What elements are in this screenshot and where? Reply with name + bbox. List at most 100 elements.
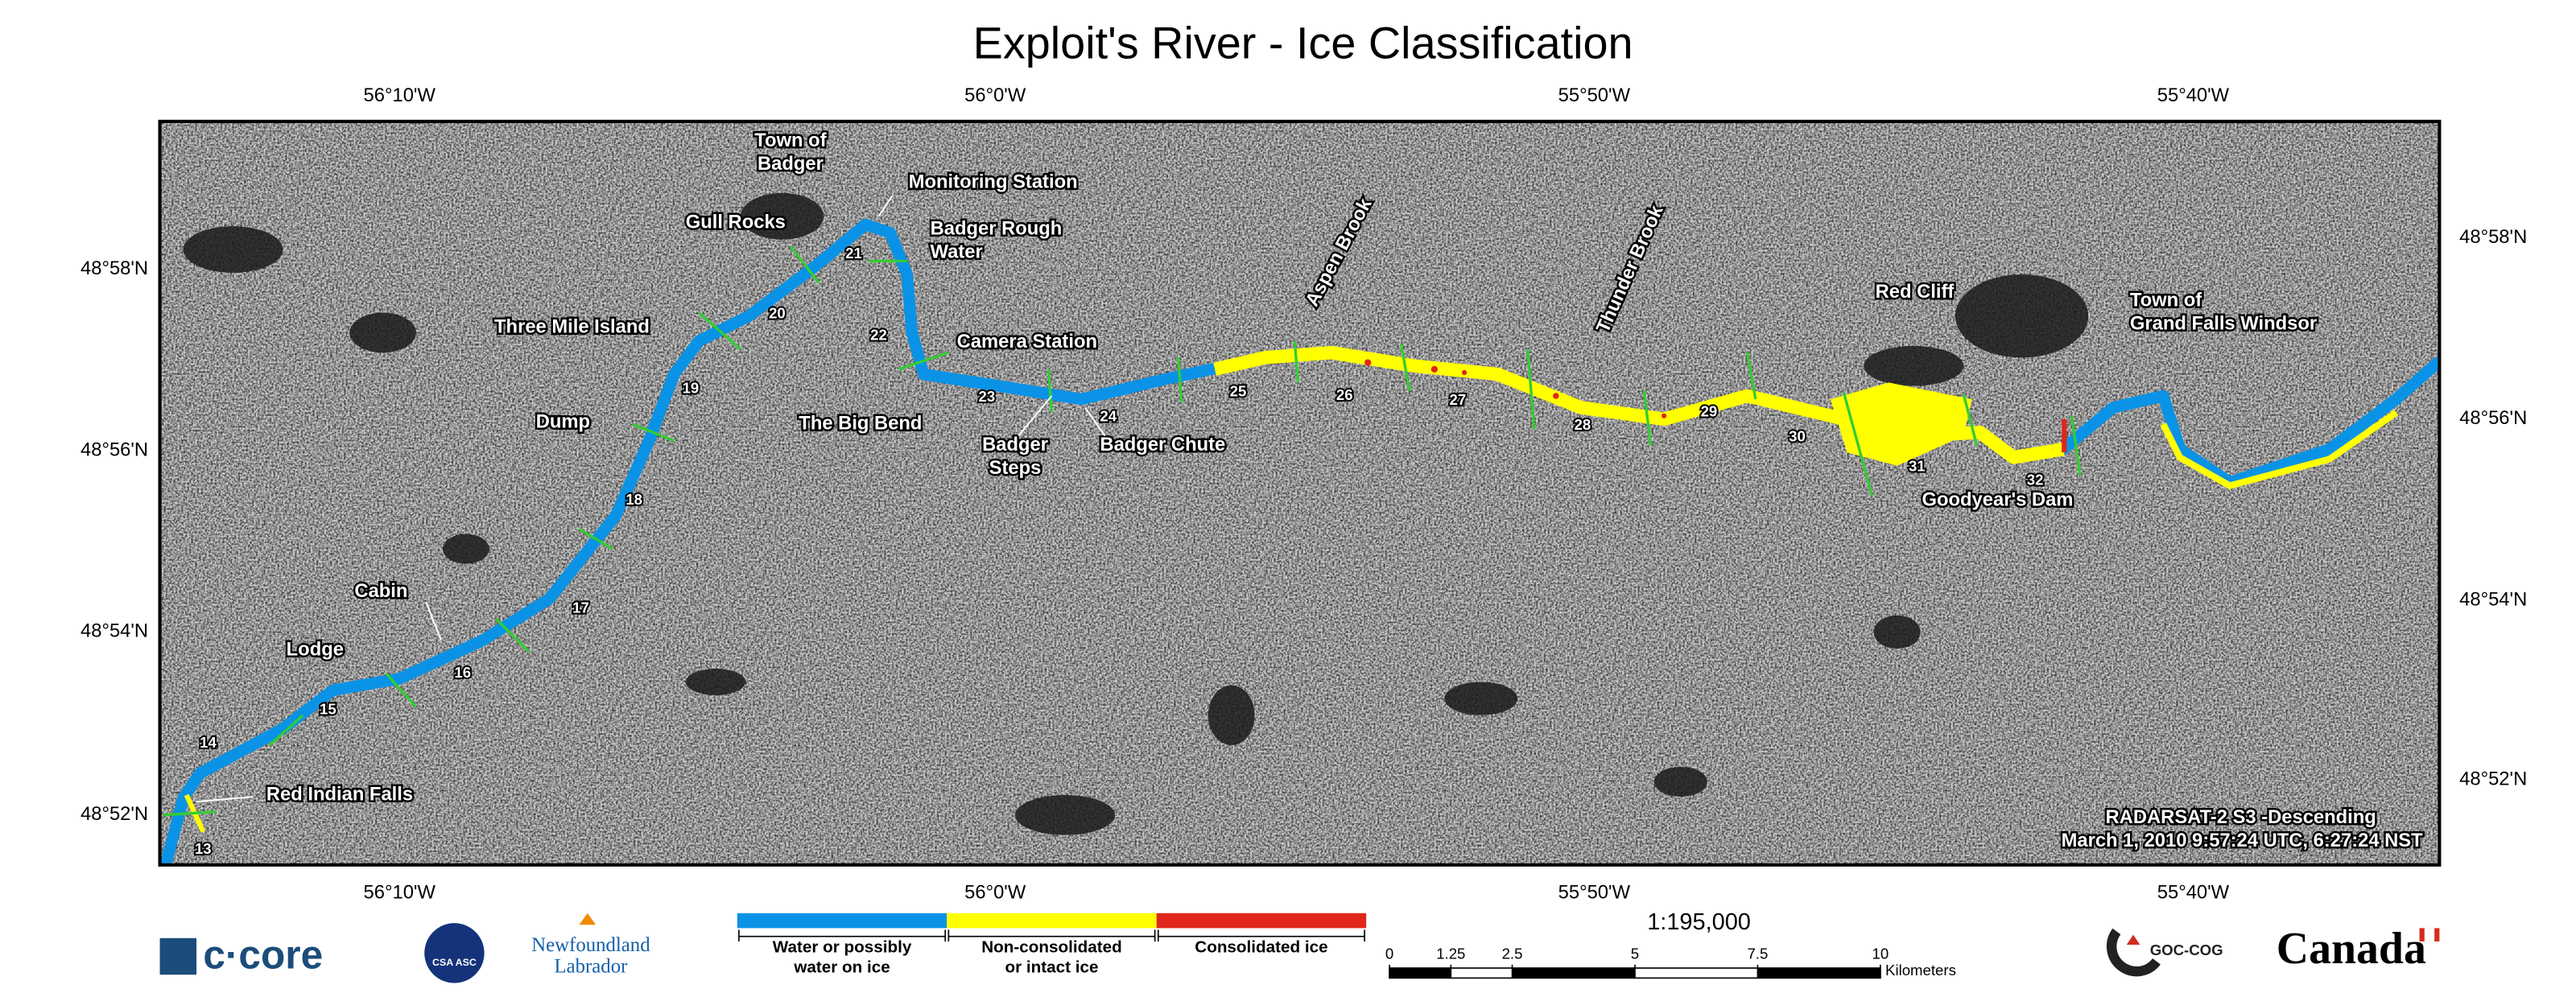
ice-jam [2160,410,2398,489]
legend-label: Water or possibly [773,938,912,957]
place-label: Dump [536,410,590,432]
section-lines [163,245,2082,817]
longitude-label: 55°50'W [1558,84,1631,106]
longitude-label: 55°40'W [2157,881,2230,903]
place-label: Camera Station [957,331,1097,352]
section-number: 20 [769,305,786,322]
river-ice [1213,345,2065,464]
latitude-label: 48°56'N [80,439,148,460]
ice-jam [1830,382,1972,466]
section-number: 13 [195,840,212,857]
goc-logo: GOC-COG [2150,941,2223,958]
latitude-label: 48°58'N [80,258,148,279]
section-number: 16 [454,664,471,681]
cross-section [1842,392,1874,496]
goc-leaf [2126,934,2140,946]
place-label: Gull Rocks [686,211,786,233]
longitude-label: 56°0'W [964,881,1026,903]
place-label: Badger [758,153,824,175]
place-label: Lodge [287,638,344,660]
section-number: 27 [1449,391,1466,408]
acquisition-info: March 1, 2010 9:57:24 UTC, 6:27:24 NST [2062,830,2424,851]
legend-label: Consolidated ice [1195,938,1327,957]
map-title: Exploit's River - Ice Classification [973,18,1633,68]
place-label: Red Indian Falls [266,783,413,805]
latitude-label: 48°54'N [2459,588,2527,610]
longitude-label: 55°40'W [2157,84,2230,106]
section-number: 17 [572,599,589,616]
cross-section [1962,393,1979,447]
scale-ratio: 1:195,000 [1647,909,1751,935]
scale-segment [1757,967,1880,979]
legend-label: Non-consolidated [981,938,1121,957]
section-number: 14 [200,734,217,751]
cross-section [631,422,675,443]
section-number: 25 [1230,383,1247,400]
canada-flag [2424,928,2435,941]
cross-section [385,673,418,708]
place-label: Three Mile Island [494,315,650,337]
legend-label: or intact ice [1005,958,1099,976]
section-numbers: 13 14 15 16 17 18 19 20 21 22 23 24 25 26 27 28 29 30 31 32 [193,243,2046,859]
csa-logo: CSA ASC [432,957,477,968]
cross-section [1526,348,1536,430]
section-number: 28 [1575,416,1591,433]
legend-swatch [947,913,1157,929]
acquisition-info: RADARSAT-2 S3 -Descending [2106,806,2376,828]
place-label: Goodyear's Dam [1922,488,2074,510]
cross-section [1293,340,1300,383]
leader-line [1084,406,1106,437]
leader-line [1018,395,1053,437]
nl-logo: Labrador [554,956,628,978]
scale-unit: Kilometers [1885,962,1956,979]
leader-line [877,196,893,217]
section-number: 31 [1909,458,1926,475]
place-label: Water [931,241,983,262]
cross-section [578,527,613,550]
longitude-label: 55°50'W [1558,881,1631,903]
place-label: Badger [982,434,1048,455]
goc-mark [2106,928,2161,977]
legend-swatch [737,913,947,929]
section-number: 23 [979,388,996,405]
leader-line [196,796,254,803]
latitude-label: 48°52'N [80,803,148,825]
scale-tick-label: 2.5 [1502,945,1523,962]
section-number: 24 [1100,408,1117,425]
cross-section [789,245,820,284]
place-label: The Big Bend [799,412,922,434]
cross-section [1399,344,1411,392]
csa-mark [424,923,485,983]
place-label: Red Cliff [1876,281,1955,303]
latitude-label: 48°58'N [2459,226,2527,248]
nl-logo: Newfoundland [531,934,650,956]
section-number: 18 [625,491,642,508]
longitude-label: 56°10'W [364,84,436,106]
scale-tick-label: 5 [1631,945,1639,962]
scale-tick-label: 10 [1872,945,1889,962]
coordinate-labels: 56°10'W 56°10'W 56°0'W 56°0'W 55°50'W 55°50'W… [80,84,2527,903]
latitude-label: 48°56'N [2459,407,2527,429]
ccore-mark [159,937,197,975]
logos: c·core CSA ASC Newfoundland Labrador GOC… [159,913,2440,983]
cross-section [698,311,742,351]
section-number: 26 [1336,386,1353,403]
scale-tick-label: 1.25 [1436,945,1465,962]
place-label: Badger Rough [931,218,1063,240]
map-frame [158,119,2442,867]
latitude-label: 48°54'N [80,620,148,642]
legend-label: water on ice [793,958,890,976]
scale-tick-label: 7.5 [1747,945,1768,962]
place-label: Cabin [354,580,407,602]
longitude-label: 56°0'W [964,84,1026,106]
section-number: 22 [870,326,887,343]
river-water [160,218,2440,865]
place-label: Steps [989,457,1042,479]
cross-section [2070,415,2082,476]
ccore-logo: c·core [203,933,323,978]
